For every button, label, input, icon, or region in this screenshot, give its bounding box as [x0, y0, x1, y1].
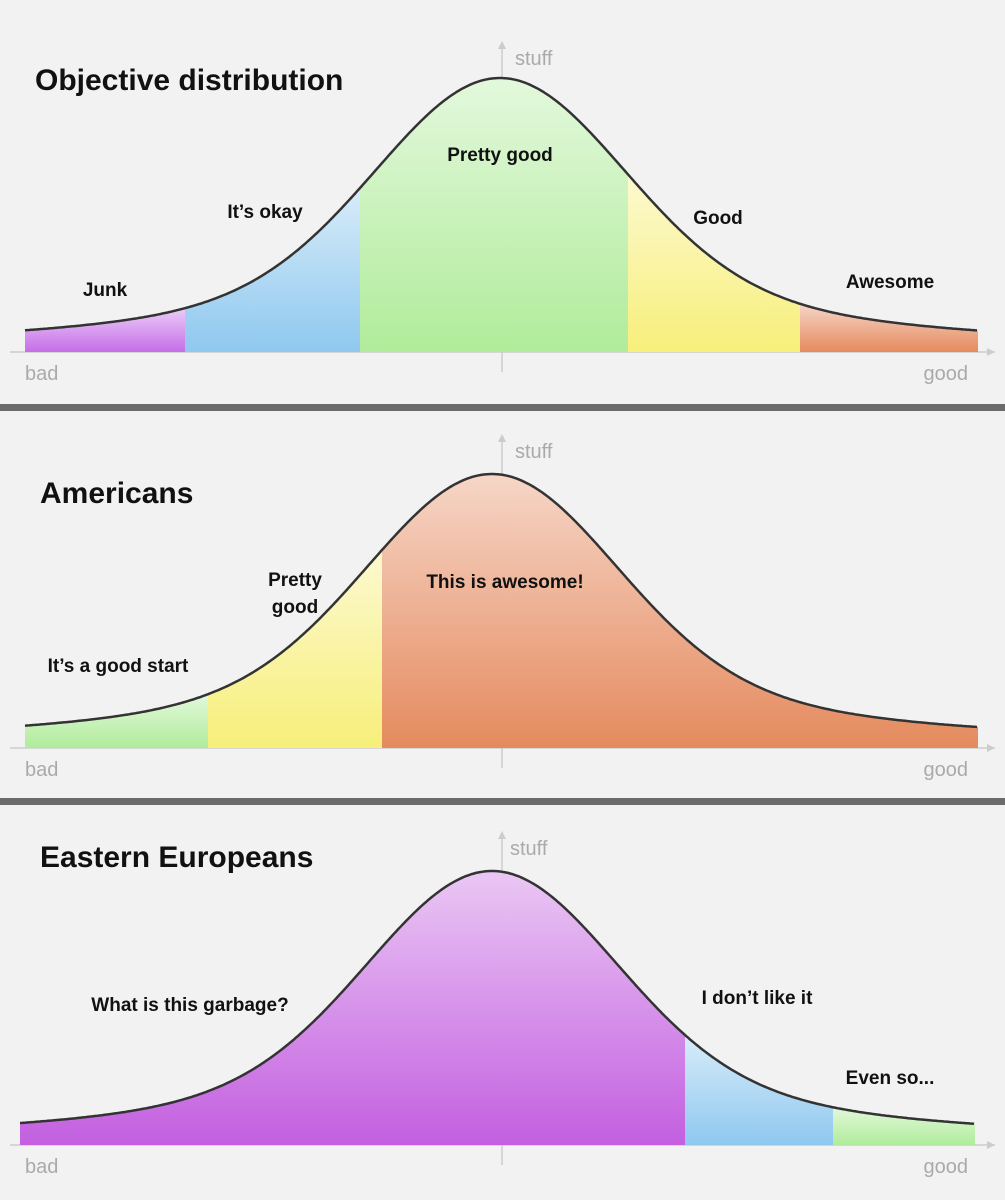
region-label: Awesome — [846, 272, 934, 293]
separator — [0, 798, 1005, 805]
region — [25, 694, 208, 748]
y-axis-label: stuff — [510, 838, 548, 860]
panel-title: Eastern Europeans — [40, 841, 313, 874]
region-label: What is this garbage? — [91, 995, 288, 1016]
region — [25, 308, 185, 352]
panel-title: Americans — [40, 477, 193, 510]
x-axis-left-label: bad — [25, 363, 58, 385]
region — [382, 474, 978, 748]
curve — [24, 472, 978, 729]
region-label: Good — [693, 208, 743, 229]
panel-title: Objective distribution — [35, 64, 343, 97]
y-axis-arrow — [498, 434, 506, 442]
y-axis-arrow — [498, 831, 506, 839]
region-label: Junk — [83, 280, 128, 301]
separator — [0, 404, 1005, 411]
region-label: This is awesome! — [426, 572, 583, 593]
region-label: It’s okay — [227, 202, 303, 223]
x-axis-right-label: good — [924, 1156, 969, 1178]
x-axis-left-label: bad — [25, 759, 58, 781]
y-axis-arrow — [498, 41, 506, 49]
region — [833, 1107, 975, 1145]
curve — [24, 76, 978, 332]
region-label: Even so... — [846, 1068, 935, 1089]
x-axis-left-label: bad — [25, 1156, 58, 1178]
region-label: I don’t like it — [702, 988, 814, 1009]
region — [20, 871, 685, 1145]
x-axis-right-label: good — [924, 759, 969, 781]
region-label: It’s a good start — [48, 656, 189, 677]
curve — [19, 869, 975, 1126]
x-axis-arrow — [987, 1141, 995, 1149]
x-axis-arrow — [987, 744, 995, 752]
y-axis-label: stuff — [515, 48, 553, 70]
region-label: Pretty good — [447, 145, 553, 166]
region — [685, 1035, 833, 1145]
region — [628, 174, 800, 352]
region — [360, 78, 628, 352]
y-axis-label: stuff — [515, 441, 553, 463]
x-axis-arrow — [987, 348, 995, 356]
region-label: Pretty — [268, 570, 322, 591]
x-axis-right-label: good — [924, 363, 969, 385]
region-label: good — [272, 597, 318, 618]
